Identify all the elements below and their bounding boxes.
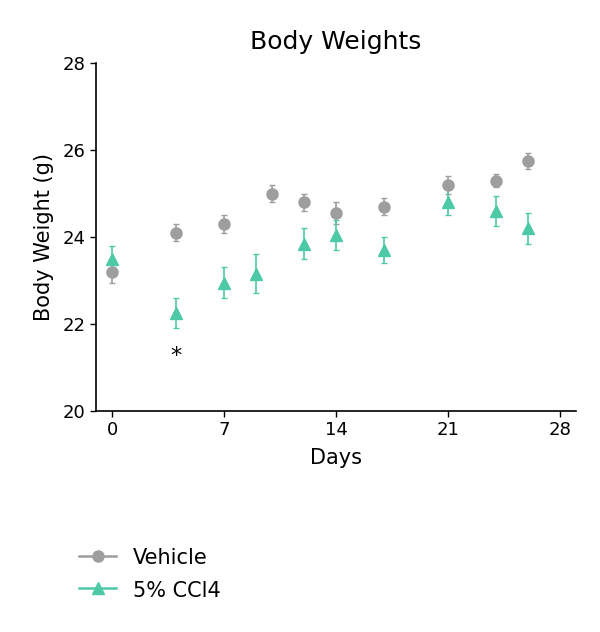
X-axis label: Days: Days xyxy=(310,447,362,468)
Y-axis label: Body Weight (g): Body Weight (g) xyxy=(34,153,54,321)
Title: Body Weights: Body Weights xyxy=(250,30,422,54)
Text: *: * xyxy=(170,346,182,366)
Legend: Vehicle, 5% CCl4: Vehicle, 5% CCl4 xyxy=(70,538,229,609)
